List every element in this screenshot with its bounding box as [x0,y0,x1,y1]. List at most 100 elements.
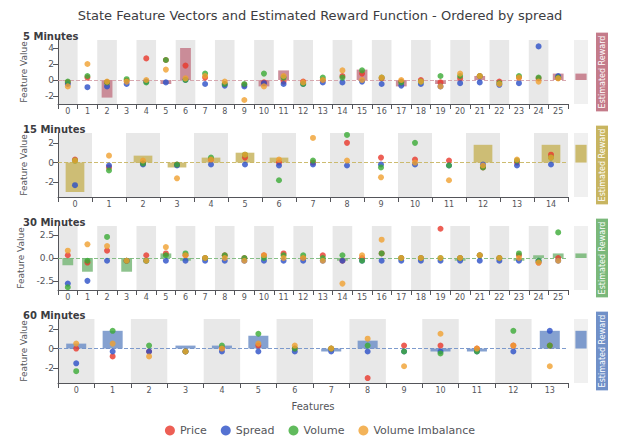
svg-text:-2: -2 [45,91,54,101]
svg-text:24: 24 [533,107,543,116]
svg-text:-2: -2 [45,363,54,373]
svg-text:5: 5 [163,293,168,302]
svg-text:0: 0 [65,293,70,302]
svg-text:Spread: Spread [236,424,275,437]
svg-text:14: 14 [546,200,556,209]
svg-text:11: 11 [278,107,288,116]
svg-text:12: 12 [508,386,518,395]
svg-text:17: 17 [396,107,406,116]
svg-text:3: 3 [124,293,129,302]
svg-text:0.0: 0.0 [40,253,55,263]
svg-text:0: 0 [65,107,70,116]
svg-text:6: 6 [292,386,297,395]
svg-text:7: 7 [329,386,334,395]
svg-text:1: 1 [106,200,111,209]
svg-text:12: 12 [298,293,308,302]
svg-text:2: 2 [48,59,54,69]
svg-text:19: 19 [435,293,445,302]
svg-text:2: 2 [48,324,54,334]
svg-text:8: 8 [365,386,370,395]
svg-text:20: 20 [455,107,465,116]
svg-text:22: 22 [494,293,504,302]
svg-text:5 Minutes: 5 Minutes [23,31,79,42]
svg-text:8: 8 [344,200,349,209]
svg-text:State Feature Vectors and Esti: State Feature Vectors and Estimated Rewa… [78,8,563,23]
svg-text:4: 4 [219,386,224,395]
svg-text:25: 25 [553,107,563,116]
svg-text:2: 2 [147,386,152,395]
svg-text:11: 11 [278,293,288,302]
svg-text:0: 0 [48,75,54,85]
svg-text:0: 0 [48,158,54,168]
svg-text:0: 0 [74,386,79,395]
svg-text:18: 18 [416,293,426,302]
svg-text:12: 12 [478,200,488,209]
svg-text:20: 20 [455,293,465,302]
svg-text:13: 13 [318,107,328,116]
svg-text:10: 10 [259,107,269,116]
svg-text:18: 18 [416,107,426,116]
svg-text:22: 22 [494,107,504,116]
svg-text:19: 19 [435,107,445,116]
svg-text:Feature Value: Feature Value [19,134,29,196]
svg-text:Estimated Reward: Estimated Reward [598,222,607,295]
svg-text:15 Minutes: 15 Minutes [23,124,86,135]
svg-text:Feature Value: Feature Value [19,41,29,103]
svg-text:4: 4 [144,107,149,116]
svg-text:15: 15 [357,293,367,302]
svg-text:13: 13 [512,200,522,209]
svg-text:30 Minutes: 30 Minutes [23,217,86,228]
svg-text:3: 3 [183,386,188,395]
svg-text:6: 6 [183,107,188,116]
svg-text:13: 13 [318,293,328,302]
svg-text:4: 4 [144,293,149,302]
svg-text:0: 0 [72,200,77,209]
svg-text:Feature Value: Feature Value [19,320,29,382]
svg-text:Volume Imbalance: Volume Imbalance [373,424,475,437]
svg-text:0: 0 [48,344,54,354]
svg-text:1: 1 [110,386,115,395]
svg-text:2.5: 2.5 [40,230,54,240]
svg-text:10: 10 [410,200,420,209]
svg-text:7: 7 [310,200,315,209]
svg-text:8: 8 [222,293,227,302]
svg-text:14: 14 [337,107,347,116]
svg-text:Price: Price [180,424,207,437]
svg-text:2: 2 [104,293,109,302]
svg-text:16: 16 [377,107,387,116]
svg-text:60 Minutes: 60 Minutes [23,310,86,321]
svg-text:Feature Value: Feature Value [16,227,26,289]
svg-text:9: 9 [402,386,407,395]
svg-text:17: 17 [396,293,406,302]
svg-text:12: 12 [298,107,308,116]
svg-text:4: 4 [208,200,213,209]
svg-text:-2: -2 [45,177,54,187]
svg-text:11: 11 [472,386,482,395]
svg-text:5: 5 [242,200,247,209]
svg-text:1: 1 [85,293,90,302]
svg-text:5: 5 [163,107,168,116]
svg-text:6: 6 [276,200,281,209]
svg-text:16: 16 [377,293,387,302]
svg-text:15: 15 [357,107,367,116]
svg-text:9: 9 [242,293,247,302]
svg-text:3: 3 [174,200,179,209]
svg-text:1: 1 [85,107,90,116]
svg-text:9: 9 [242,107,247,116]
svg-text:Estimated Reward: Estimated Reward [598,315,607,388]
svg-text:-2.5: -2.5 [36,276,54,286]
svg-text:11: 11 [444,200,454,209]
svg-text:23: 23 [514,293,524,302]
svg-text:Estimated Reward: Estimated Reward [598,36,607,109]
svg-text:21: 21 [475,293,485,302]
svg-text:24: 24 [533,293,543,302]
svg-text:Volume: Volume [303,424,344,437]
svg-text:14: 14 [337,293,347,302]
svg-text:25: 25 [553,293,563,302]
svg-text:21: 21 [475,107,485,116]
svg-text:13: 13 [545,386,555,395]
svg-text:7: 7 [203,107,208,116]
svg-text:6: 6 [183,293,188,302]
svg-text:2: 2 [140,200,145,209]
svg-text:2: 2 [48,138,54,148]
